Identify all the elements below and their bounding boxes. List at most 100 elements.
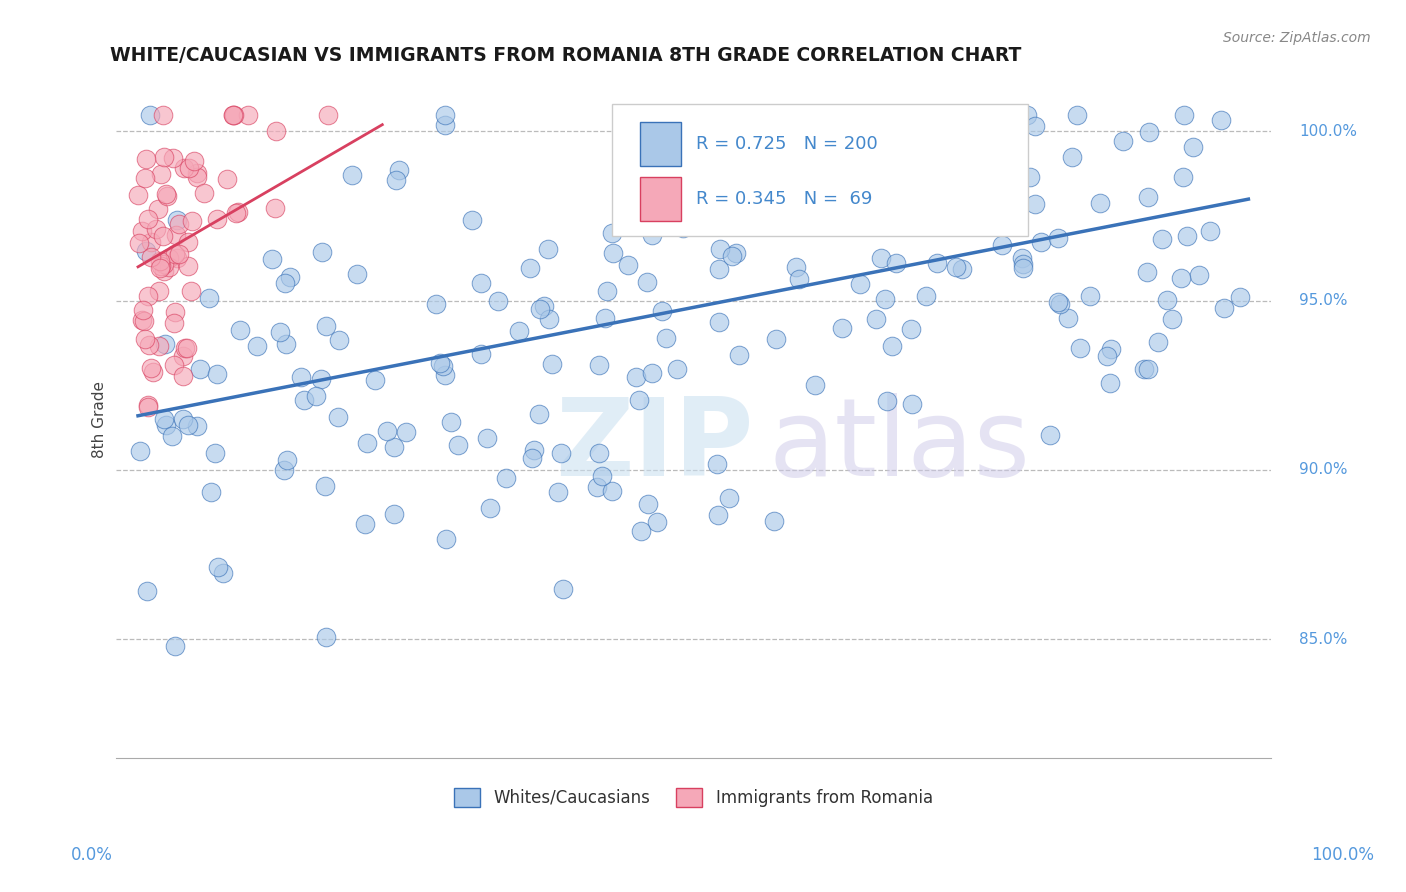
Point	[136, 400, 159, 414]
Point	[588, 446, 610, 460]
Point	[139, 107, 162, 121]
Point	[375, 424, 398, 438]
Point	[682, 176, 704, 190]
Point	[1152, 232, 1174, 246]
Point	[211, 566, 233, 580]
Point	[596, 284, 619, 298]
Point	[804, 378, 827, 392]
Point	[447, 437, 470, 451]
Point	[1078, 289, 1101, 303]
Point	[128, 235, 150, 250]
Text: Source: ZipAtlas.com: Source: ZipAtlas.com	[1223, 31, 1371, 45]
Point	[162, 151, 184, 165]
Point	[600, 226, 623, 240]
Point	[183, 154, 205, 169]
Text: 100.0%: 100.0%	[1312, 846, 1374, 863]
Point	[782, 130, 804, 145]
Point	[1046, 295, 1069, 310]
Point	[305, 389, 328, 403]
Point	[540, 357, 562, 371]
Point	[136, 398, 159, 412]
Point	[1011, 251, 1033, 265]
Point	[1147, 335, 1170, 350]
Point	[246, 338, 269, 352]
Text: 100.0%: 100.0%	[1299, 124, 1357, 139]
Point	[949, 160, 972, 174]
Point	[145, 222, 167, 236]
Point	[945, 260, 967, 275]
Point	[706, 457, 728, 471]
Point	[180, 284, 202, 298]
Point	[131, 313, 153, 327]
Point	[666, 361, 689, 376]
Point	[217, 172, 239, 186]
Point	[222, 107, 245, 121]
Point	[135, 152, 157, 166]
Point	[150, 167, 173, 181]
Text: atlas: atlas	[768, 393, 1031, 500]
Point	[222, 107, 245, 121]
Point	[273, 463, 295, 477]
Point	[139, 235, 162, 249]
Point	[1095, 349, 1118, 363]
Point	[495, 470, 517, 484]
Point	[276, 452, 298, 467]
FancyBboxPatch shape	[640, 178, 681, 221]
Point	[274, 337, 297, 351]
Point	[1011, 257, 1033, 271]
Point	[683, 107, 706, 121]
Point	[315, 319, 337, 334]
Point	[128, 443, 150, 458]
Point	[136, 584, 159, 599]
Point	[382, 507, 405, 521]
Point	[628, 204, 651, 219]
Point	[602, 246, 624, 260]
Point	[617, 258, 640, 272]
Point	[153, 257, 176, 271]
Point	[1161, 312, 1184, 326]
Point	[470, 276, 492, 290]
Point	[163, 304, 186, 318]
Point	[165, 228, 187, 243]
Point	[152, 228, 174, 243]
Point	[1012, 260, 1035, 275]
Point	[508, 324, 530, 338]
Point	[173, 161, 195, 175]
Point	[627, 393, 650, 408]
Point	[995, 138, 1018, 153]
Point	[1170, 271, 1192, 285]
Point	[177, 161, 200, 176]
Point	[873, 292, 896, 306]
Point	[364, 373, 387, 387]
Point	[167, 217, 190, 231]
Point	[153, 264, 176, 278]
Point	[710, 139, 733, 153]
Point	[737, 107, 759, 121]
Point	[925, 139, 948, 153]
Point	[1029, 235, 1052, 249]
Point	[793, 140, 815, 154]
Point	[152, 150, 174, 164]
Point	[486, 294, 509, 309]
Point	[139, 250, 162, 264]
Point	[382, 440, 405, 454]
Point	[479, 501, 502, 516]
Point	[1156, 293, 1178, 307]
Point	[1198, 224, 1220, 238]
Point	[346, 267, 368, 281]
Point	[354, 517, 377, 532]
Point	[159, 251, 181, 265]
Point	[188, 362, 211, 376]
Point	[537, 243, 560, 257]
Point	[931, 143, 953, 157]
Point	[709, 261, 731, 276]
Text: WHITE/CAUCASIAN VS IMMIGRANTS FROM ROMANIA 8TH GRADE CORRELATION CHART: WHITE/CAUCASIAN VS IMMIGRANTS FROM ROMAN…	[110, 46, 1021, 65]
Point	[316, 107, 339, 121]
Point	[162, 316, 184, 330]
Point	[960, 110, 983, 124]
Point	[683, 107, 706, 121]
Point	[882, 339, 904, 353]
Point	[225, 206, 247, 220]
Point	[1101, 342, 1123, 356]
Point	[177, 418, 200, 433]
